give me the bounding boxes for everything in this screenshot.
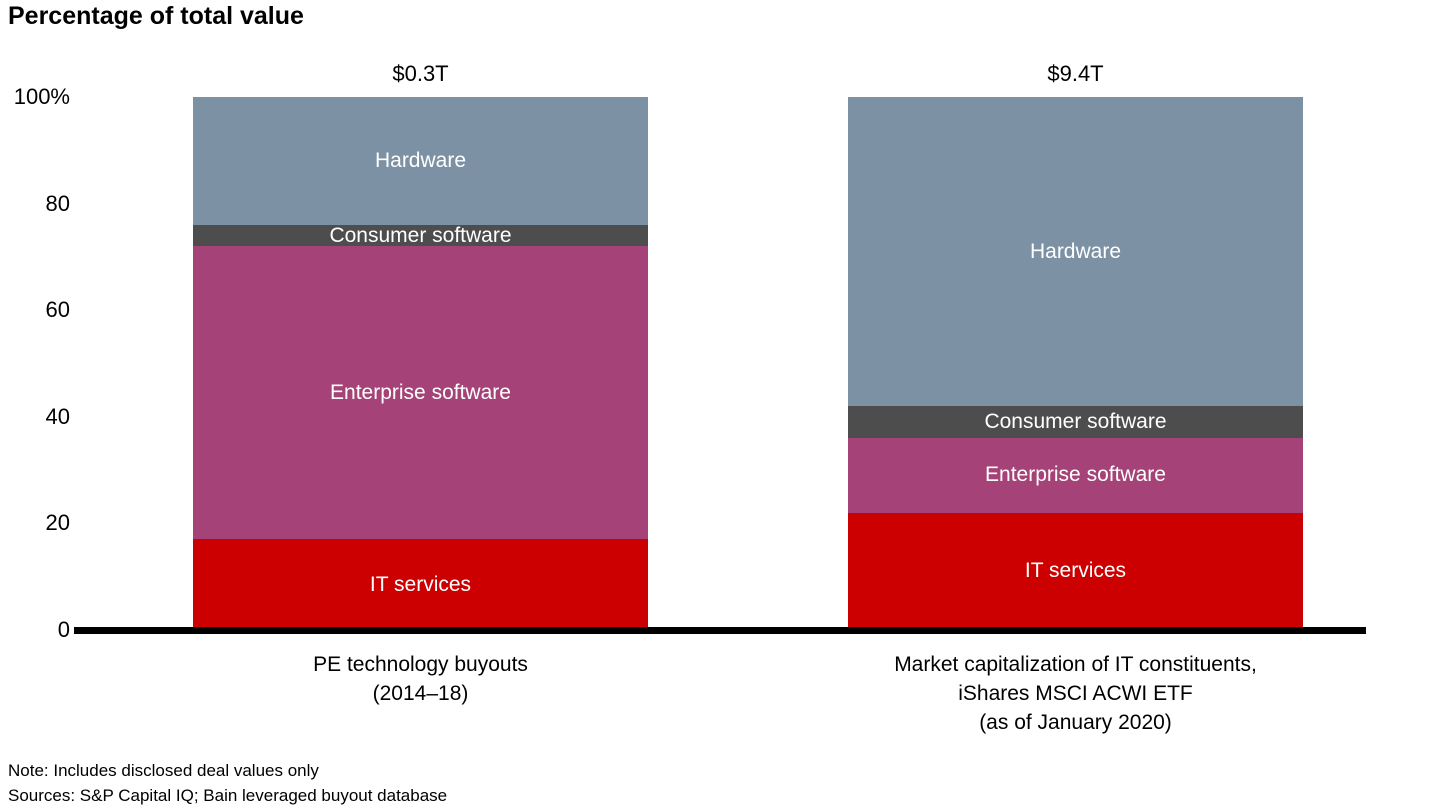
bar-segment-enterprise-software: Enterprise software [848,438,1303,513]
bar-segment-it-services: IT services [848,512,1303,630]
y-tick-label: 60 [45,297,70,323]
bar-total-label: $9.4T [1047,61,1104,86]
bar-total-label: $0.3T [392,61,449,86]
segment-label: Enterprise software [985,463,1166,487]
bar-segment-hardware: Hardware [193,97,648,225]
bar-category-label-line: Market capitalization of IT constituents… [894,653,1257,676]
bar-segment-consumer-software: Consumer software [193,223,648,247]
bar-category-label: Market capitalization of IT constituents… [894,650,1257,737]
y-tick-label: 20 [45,510,70,536]
segment-label: IT services [369,572,472,596]
segment-label: Consumer software [984,410,1167,434]
plot-area: IT services Enterprise software Consumer s… [74,61,1366,734]
bar-segment-consumer-software: Consumer software [848,406,1303,439]
bar-category-label-line: (2014–18) [372,682,469,705]
bar-category-label-line: PE technology buyouts [313,653,528,676]
source-line: Sources: S&P Capital IQ; Bain leveraged … [8,786,448,805]
bar-category-label: PE technology buyouts (2014–18) [313,650,528,708]
footnotes: Note: Includes disclosed deal values onl… [8,758,447,808]
chart-title: Percentage of total value [8,2,304,30]
y-tick-label: 40 [45,403,70,429]
y-tick-label: 0 [57,617,70,642]
y-axis: 0 20 40 60 80 100% [0,84,70,642]
note-line: Note: Includes disclosed deal values onl… [8,761,319,780]
segment-label: Hardware [374,148,467,172]
y-tick-label: 100% [13,84,70,109]
bar-segment-it-services: IT services [193,539,648,630]
x-axis-line [74,627,1366,634]
stacked-bar: IT services Enterprise software Consumer s… [193,97,648,630]
segment-label: IT services [1024,559,1127,583]
segment-label: Hardware [1029,239,1122,263]
y-tick-label: 80 [45,190,70,216]
bar-segment-hardware: Hardware [848,97,1303,407]
bar-category-label-line: iShares MSCI ACWI ETF [958,682,1193,705]
segment-label: Enterprise software [330,380,511,404]
bar-segment-enterprise-software: Enterprise software [193,246,648,540]
bar-category-label-line: (as of January 2020) [979,711,1172,734]
stacked-bar: IT services Enterprise software Consumer s… [848,97,1303,630]
segment-label: Consumer software [329,223,512,247]
